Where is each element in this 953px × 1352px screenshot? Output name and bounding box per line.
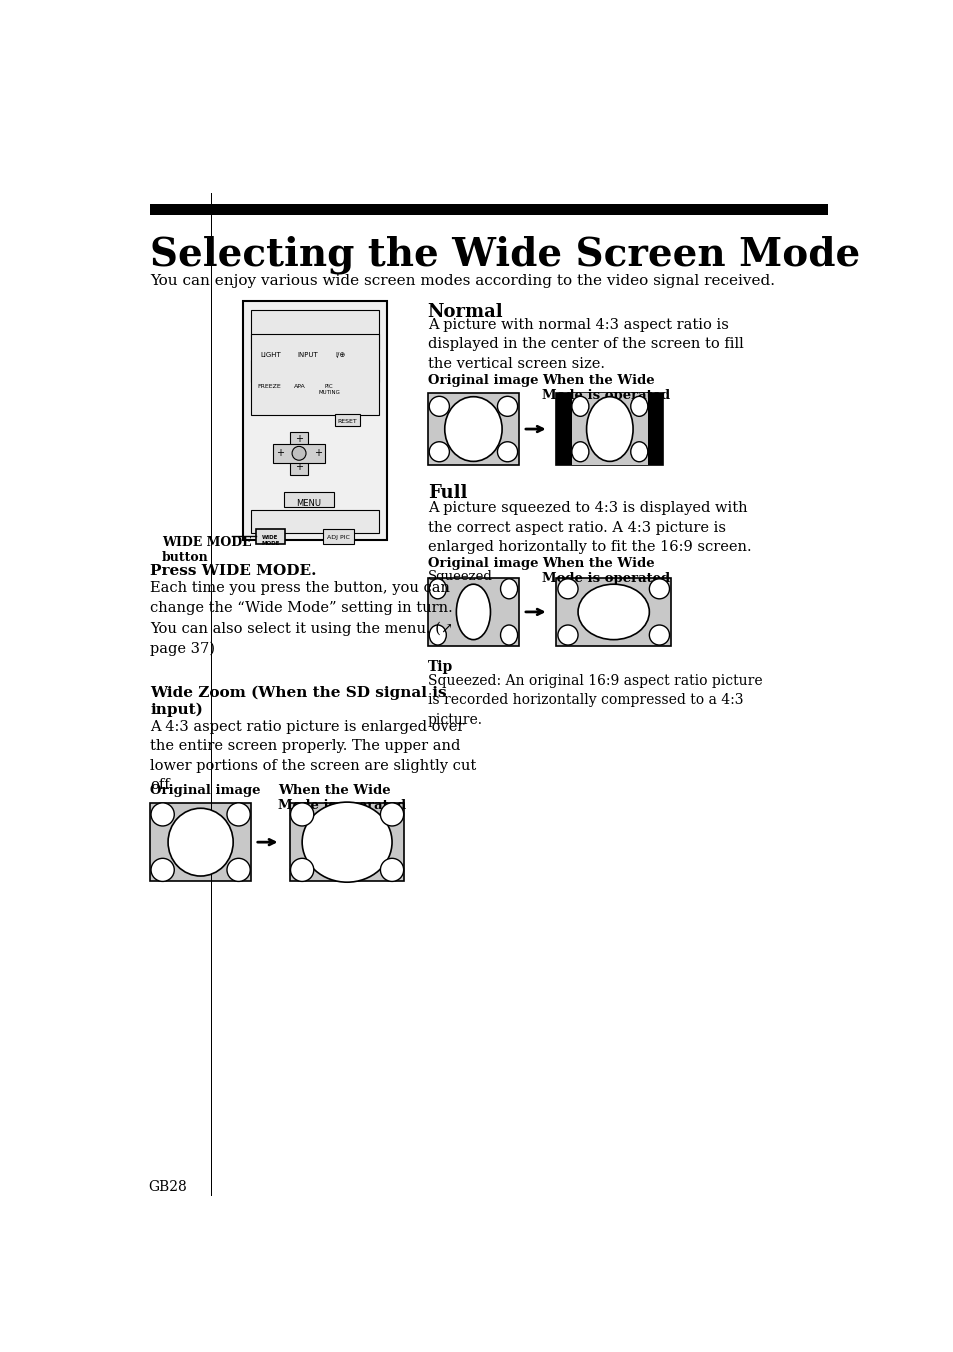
Text: WIDE MODE
button: WIDE MODE button <box>162 537 252 565</box>
Text: When the Wide
Mode is operated: When the Wide Mode is operated <box>278 784 406 813</box>
Text: Original image: Original image <box>427 557 537 571</box>
Ellipse shape <box>291 859 314 882</box>
Bar <box>251 310 378 349</box>
Ellipse shape <box>649 579 669 599</box>
Text: A picture squeezed to 4:3 is displayed with
the correct aspect ratio. A 4:3 pict: A picture squeezed to 4:3 is displayed w… <box>427 502 751 554</box>
Ellipse shape <box>558 579 578 599</box>
Text: Original image: Original image <box>427 375 537 387</box>
Bar <box>253 345 287 360</box>
Text: When the Wide
Mode is operated: When the Wide Mode is operated <box>542 557 670 585</box>
Ellipse shape <box>291 803 314 826</box>
Ellipse shape <box>571 396 588 416</box>
Text: You can also select it using the menu. (↗
page 37): You can also select it using the menu. (… <box>150 621 453 656</box>
Ellipse shape <box>429 625 446 645</box>
Text: LIGHT: LIGHT <box>260 352 280 358</box>
Bar <box>288 379 311 392</box>
Bar <box>150 803 251 882</box>
Text: Normal: Normal <box>427 303 503 322</box>
Bar <box>251 510 378 534</box>
Ellipse shape <box>429 579 446 599</box>
Ellipse shape <box>429 396 449 416</box>
Text: Tip: Tip <box>427 660 453 673</box>
Text: FREEZE: FREEZE <box>257 384 281 389</box>
Bar <box>556 579 670 646</box>
Ellipse shape <box>456 584 490 639</box>
Ellipse shape <box>227 803 250 826</box>
Text: Full: Full <box>427 484 467 502</box>
Bar <box>273 443 325 462</box>
Ellipse shape <box>380 859 403 882</box>
Ellipse shape <box>586 396 633 461</box>
Text: A 4:3 aspect ratio picture is enlarged over
the entire screen properly. The uppe: A 4:3 aspect ratio picture is enlarged o… <box>150 719 476 792</box>
Text: Squeezed: An original 16:9 aspect ratio picture
is recorded horizontally compres: Squeezed: An original 16:9 aspect ratio … <box>427 673 761 726</box>
Bar <box>427 393 518 465</box>
Bar <box>290 431 308 475</box>
Bar <box>253 379 285 392</box>
Text: WIDE
MODE: WIDE MODE <box>261 535 279 546</box>
Bar <box>251 360 378 381</box>
Ellipse shape <box>380 803 403 826</box>
Bar <box>291 345 324 360</box>
Ellipse shape <box>571 442 588 462</box>
Text: +: + <box>294 434 303 445</box>
Ellipse shape <box>558 625 578 645</box>
Bar <box>556 393 662 465</box>
Bar <box>243 301 386 539</box>
Ellipse shape <box>302 802 392 883</box>
Ellipse shape <box>649 625 669 645</box>
Ellipse shape <box>151 859 174 882</box>
Ellipse shape <box>500 579 517 599</box>
Text: Squeezed: Squeezed <box>427 569 492 583</box>
Ellipse shape <box>151 803 174 826</box>
Ellipse shape <box>227 859 250 882</box>
Bar <box>283 492 334 507</box>
Bar <box>427 579 518 646</box>
Ellipse shape <box>444 396 501 461</box>
Bar <box>315 379 344 392</box>
Bar <box>150 204 827 215</box>
Bar <box>323 529 354 544</box>
Text: +: + <box>276 449 284 458</box>
Text: Selecting the Wide Screen Mode: Selecting the Wide Screen Mode <box>150 235 860 274</box>
Text: INPUT: INPUT <box>297 352 317 358</box>
Text: Wide Zoom (When the SD signal is
input): Wide Zoom (When the SD signal is input) <box>150 685 446 717</box>
Ellipse shape <box>630 442 647 462</box>
Text: When the Wide
Mode is operated: When the Wide Mode is operated <box>542 375 670 402</box>
Text: Each time you press the button, you can
change the “Wide Mode” setting in turn.: Each time you press the button, you can … <box>150 581 453 615</box>
Bar <box>290 803 404 882</box>
Ellipse shape <box>497 396 517 416</box>
Bar <box>571 393 647 465</box>
Text: ADJ PIC: ADJ PIC <box>327 535 350 539</box>
Bar <box>255 529 285 544</box>
Text: APA: APA <box>294 384 305 389</box>
Text: GB28: GB28 <box>149 1180 187 1194</box>
Text: +: + <box>294 462 303 472</box>
Text: I/⊕: I/⊕ <box>335 352 345 358</box>
Bar <box>211 193 212 1195</box>
Text: +: + <box>314 449 321 458</box>
Text: Original image: Original image <box>150 784 260 798</box>
Text: MENU: MENU <box>295 499 320 508</box>
Ellipse shape <box>429 442 449 462</box>
Ellipse shape <box>292 446 306 460</box>
Text: Press WIDE MODE.: Press WIDE MODE. <box>150 564 316 579</box>
Text: RESET: RESET <box>336 419 356 425</box>
Ellipse shape <box>500 625 517 645</box>
Ellipse shape <box>168 808 233 876</box>
Bar <box>335 414 360 426</box>
Text: You can enjoy various wide screen modes according to the video signal received.: You can enjoy various wide screen modes … <box>150 274 775 288</box>
Bar <box>251 334 378 415</box>
Text: PIC
MUTING: PIC MUTING <box>318 384 340 395</box>
Ellipse shape <box>630 396 647 416</box>
Ellipse shape <box>497 442 517 462</box>
Bar <box>328 345 352 360</box>
Ellipse shape <box>578 584 649 639</box>
Text: A picture with normal 4:3 aspect ratio is
displayed in the center of the screen : A picture with normal 4:3 aspect ratio i… <box>427 318 742 370</box>
